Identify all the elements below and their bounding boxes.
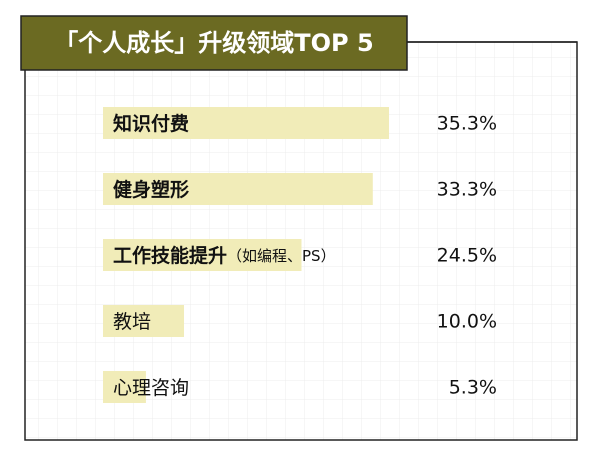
category-name: 教培 — [113, 311, 151, 333]
category-name: 健身塑形 — [113, 178, 189, 201]
category-name: 工作技能提升 — [113, 244, 227, 267]
value-label: 24.5% — [437, 245, 497, 267]
chart-title: 「个人成长」升级领域TOP 5 — [54, 29, 373, 57]
category-name: 知识付费 — [113, 112, 189, 135]
category-label: 教培 — [113, 311, 151, 333]
bar — [103, 107, 389, 139]
value-label: 10.0% — [437, 311, 497, 333]
value-label: 5.3% — [449, 377, 497, 399]
bar — [103, 371, 146, 403]
category-label: 知识付费 — [113, 112, 189, 135]
bar — [103, 173, 373, 205]
category-label: 心理咨询 — [113, 377, 189, 399]
bar — [103, 305, 185, 337]
value-label: 35.3% — [437, 113, 497, 135]
bar — [103, 239, 302, 271]
category-label: 健身塑形 — [113, 178, 189, 201]
title-box — [20, 15, 408, 71]
category-label: 工作技能提升（如编程、PS） — [113, 244, 336, 267]
category-name: 心理咨询 — [113, 377, 189, 399]
category-note: （如编程、PS） — [227, 247, 336, 265]
value-label: 33.3% — [437, 179, 497, 201]
bars: 知识付费 35.3% 健身塑形 33.3% 工作技能提升（如编程、PS） 24.5% 教培 1… — [103, 107, 497, 403]
